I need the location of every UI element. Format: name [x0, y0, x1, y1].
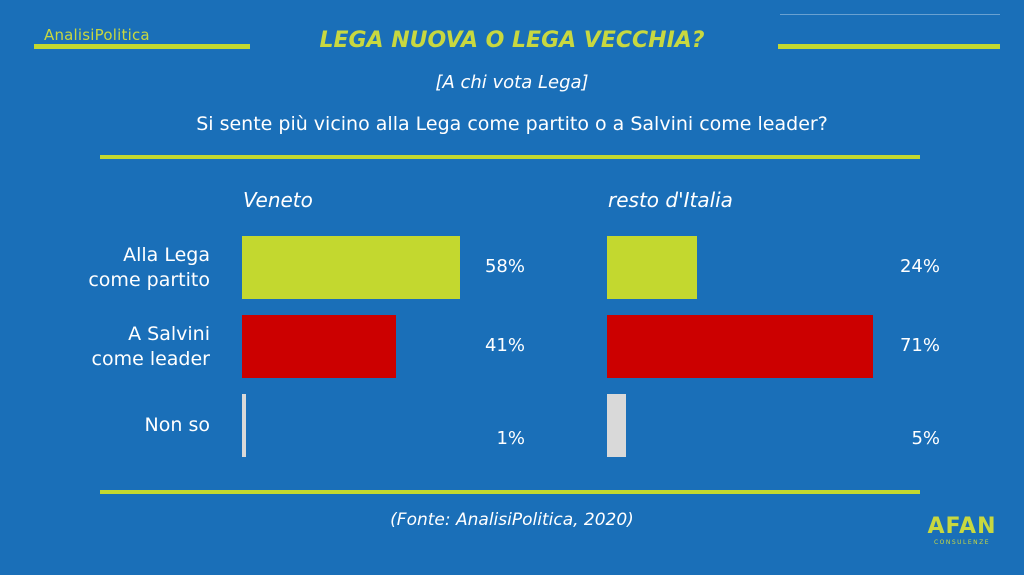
- panel-title-resto-italia: resto d'Italia: [608, 188, 733, 212]
- category-label: Non so: [144, 414, 210, 436]
- lower-divider: [100, 490, 920, 494]
- bar-resto-italia-1: [607, 315, 874, 378]
- bar-resto-italia-2: [607, 394, 626, 457]
- chart-title: LEGA NUOVA O LEGA VECCHIA?: [319, 28, 705, 53]
- bar-resto-italia-0: [607, 236, 697, 299]
- category-label: Alla Lega come partito: [88, 243, 210, 291]
- source-note: (Fonte: AnalisiPolitica, 2020): [390, 510, 634, 530]
- bar-veneto-1: [242, 315, 396, 378]
- logo-tagline: CONSULENZE: [933, 539, 991, 546]
- value-label-resto-italia-0: 24%: [899, 255, 940, 277]
- bar-veneto-0: [242, 236, 460, 299]
- value-label-veneto-2: 1%: [496, 427, 525, 449]
- panel-title-veneto: Veneto: [243, 188, 313, 212]
- survey-question: Si sente più vicino alla Lega come parti…: [196, 113, 828, 135]
- value-label-resto-italia-1: 71%: [899, 334, 940, 356]
- top-right-rule: [778, 44, 1000, 49]
- brand-logo-text: AnalisiPolitica: [44, 26, 150, 44]
- bar-veneto-2: [242, 394, 246, 457]
- top-left-rule: [34, 44, 250, 49]
- logo-wordmark: AFAN: [927, 514, 997, 539]
- value-label-veneto-0: 58%: [484, 255, 525, 277]
- afan-logo: AFAN CONSULENZE: [922, 514, 1002, 547]
- value-label-resto-italia-2: 5%: [911, 427, 940, 449]
- value-label-veneto-1: 41%: [484, 334, 525, 356]
- upper-divider: [100, 155, 920, 159]
- top-right-thin-rule: [780, 14, 1000, 15]
- chart-subtitle: [A chi vota Lega]: [435, 72, 589, 93]
- category-label: A Salvini come leader: [91, 322, 210, 370]
